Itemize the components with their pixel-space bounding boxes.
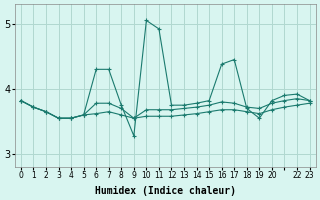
X-axis label: Humidex (Indice chaleur): Humidex (Indice chaleur) bbox=[95, 186, 236, 196]
